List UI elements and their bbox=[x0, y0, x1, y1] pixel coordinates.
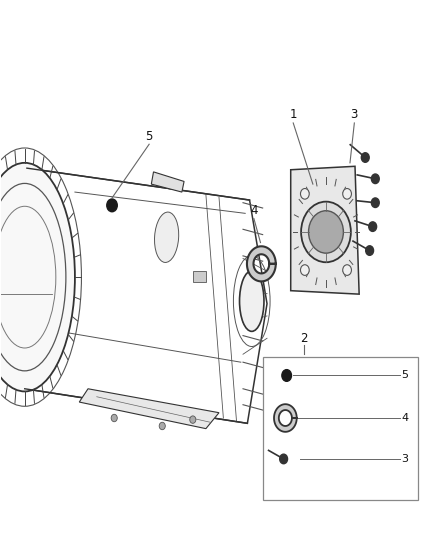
Circle shape bbox=[300, 265, 309, 276]
Circle shape bbox=[107, 199, 117, 212]
Circle shape bbox=[301, 201, 351, 262]
Polygon shape bbox=[291, 166, 359, 294]
Circle shape bbox=[343, 265, 351, 276]
Text: 3: 3 bbox=[351, 109, 358, 122]
Circle shape bbox=[361, 153, 369, 163]
Text: 4: 4 bbox=[250, 204, 258, 217]
Bar bbox=[193, 271, 206, 282]
Circle shape bbox=[366, 246, 374, 255]
Ellipse shape bbox=[240, 271, 264, 332]
Circle shape bbox=[369, 222, 377, 231]
Text: 5: 5 bbox=[401, 370, 408, 381]
Text: 1: 1 bbox=[290, 109, 297, 122]
Circle shape bbox=[343, 189, 351, 199]
Circle shape bbox=[300, 189, 309, 199]
Text: 4: 4 bbox=[401, 413, 408, 423]
Text: 3: 3 bbox=[401, 454, 408, 464]
Circle shape bbox=[111, 414, 117, 422]
Ellipse shape bbox=[0, 163, 75, 391]
Circle shape bbox=[282, 369, 291, 381]
Polygon shape bbox=[247, 246, 276, 281]
Polygon shape bbox=[79, 389, 219, 429]
Polygon shape bbox=[151, 172, 184, 192]
Polygon shape bbox=[274, 404, 297, 432]
Circle shape bbox=[159, 422, 165, 430]
Ellipse shape bbox=[155, 212, 179, 262]
Text: 5: 5 bbox=[145, 130, 153, 143]
Text: 2: 2 bbox=[300, 332, 308, 345]
Bar bbox=[263, 357, 418, 500]
Circle shape bbox=[280, 454, 288, 464]
Circle shape bbox=[308, 211, 343, 253]
Circle shape bbox=[371, 198, 379, 207]
Circle shape bbox=[371, 174, 379, 183]
Circle shape bbox=[190, 416, 196, 423]
